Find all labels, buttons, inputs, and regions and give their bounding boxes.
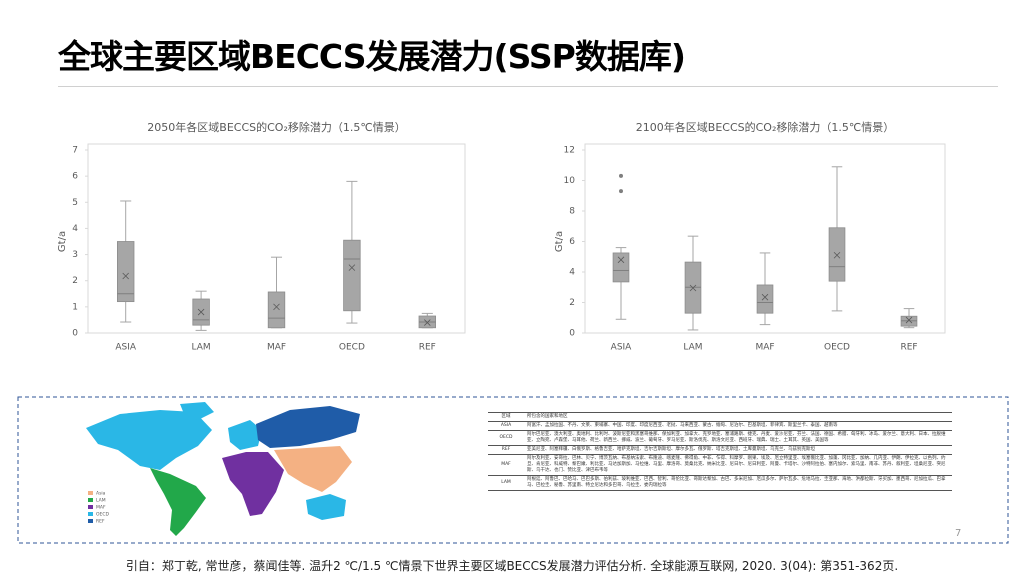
legend-label: MAF <box>96 505 106 511</box>
x-tick-label: LAM <box>192 343 211 353</box>
mean-marker <box>905 316 913 324</box>
mean-marker <box>833 251 841 259</box>
map-oecd-eu <box>228 420 262 450</box>
y-tick-label: 8 <box>569 207 575 217</box>
map-greenland <box>180 402 214 420</box>
table-row: REF 亚美尼亚、阿塞拜疆、白俄罗斯、格鲁吉亚、哈萨克斯坦、吉尔吉斯斯坦、摩尔多瓦… <box>488 445 952 455</box>
table-row: LAM 阿根廷、阿鲁巴、巴哈马、巴巴多斯、伯利兹、玻利维亚、巴西、智利、哥伦比亚、… <box>488 475 952 491</box>
header-row: 区域 所包含的国家和地区 <box>488 412 952 422</box>
header-cell: 所包含的国家和地区 <box>524 412 952 422</box>
mean-marker <box>122 272 129 280</box>
page-number: 7 <box>955 528 962 539</box>
table-row: MAF 阿尔及利亚、安哥拉、巴林、贝宁、博茨瓦纳、布基纳法索、布隆迪、喀麦隆、佛得… <box>488 454 952 476</box>
chart-title: 2050年各区域BECCS的CO₂移除潜力（1.5℃情景） <box>147 120 405 134</box>
plot-frame <box>87 143 466 334</box>
table-cell: 亚美尼亚、阿塞拜疆、白俄罗斯、格鲁吉亚、哈萨克斯坦、吉尔吉斯斯坦、摩尔多瓦、俄罗… <box>524 445 952 455</box>
mean-marker <box>197 308 205 316</box>
mean-marker <box>689 284 697 292</box>
y-tick-label: 5 <box>72 198 78 208</box>
map-ref <box>256 406 360 448</box>
box <box>756 284 774 314</box>
table-row: ASIA 阿富汗、孟加拉国、不丹、文莱、柬埔寨、中国、印度、印度尼西亚、老挝、马来… <box>488 421 952 431</box>
y-tick-label: 3 <box>72 250 78 260</box>
y-tick-label: 7 <box>72 146 78 156</box>
legend-swatch <box>88 491 93 495</box>
map-oecd-na <box>86 410 212 470</box>
y-tick-label: 0 <box>72 329 78 339</box>
table-cell: MAF <box>488 454 524 476</box>
table: 区域 所包含的国家和地区 ASIA 阿富汗、孟加拉国、不丹、文莱、柬埔寨、中国、印度、… <box>488 412 952 491</box>
box <box>267 291 286 329</box>
legend-swatch <box>88 498 93 502</box>
y-axis-label: Gt/a <box>554 231 565 252</box>
y-tick-label: 4 <box>569 268 575 278</box>
y-tick-label: 0 <box>569 329 575 339</box>
table-row: OECD 阿尔巴尼亚、澳大利亚、奥地利、比利时、波斯尼亚和黑塞哥维那、保加利亚、加… <box>488 430 952 446</box>
box <box>343 239 361 312</box>
legend-label: REF <box>96 519 105 525</box>
mean-marker <box>348 264 356 271</box>
box <box>612 252 630 283</box>
title-rule <box>58 86 998 87</box>
legend-swatch <box>88 519 93 523</box>
outlier <box>619 173 623 178</box>
legend-label: OECD <box>96 512 110 518</box>
table-cell: LAM <box>488 475 524 491</box>
plot-frame <box>584 143 946 334</box>
y-tick-label: 6 <box>72 172 78 182</box>
world-map <box>86 402 360 536</box>
region-table: 区域 所包含的国家和地区 ASIA 阿富汗、孟加拉国、不丹、文莱、柬埔寨、中国、印度、… <box>488 412 952 491</box>
map-asia <box>274 446 352 492</box>
x-tick-label: REF <box>900 343 917 353</box>
y-tick-label: 4 <box>72 224 78 234</box>
legend-swatch <box>88 512 93 516</box>
table-cell: 阿根廷、阿鲁巴、巴哈马、巴巴多斯、伯利兹、玻利维亚、巴西、智利、哥伦比亚、哥斯达… <box>524 475 952 491</box>
table-cell: ASIA <box>488 421 524 431</box>
y-tick-label: 1 <box>72 302 78 312</box>
box <box>828 227 846 282</box>
table-cell: REF <box>488 445 524 455</box>
mean-marker <box>424 319 431 326</box>
y-tick-label: 6 <box>569 237 575 247</box>
x-tick-label: LAM <box>683 343 702 353</box>
slide-title: 全球主要区域BECCS发展潜力(SSP数据库) <box>58 37 686 76</box>
mean-marker <box>273 303 280 311</box>
mean-marker <box>761 293 769 301</box>
x-tick-label: OECD <box>824 343 850 353</box>
y-tick-label: 2 <box>569 298 575 308</box>
outlier <box>619 189 623 194</box>
x-tick-label: MAF <box>755 343 774 353</box>
box <box>117 241 135 303</box>
y-tick-label: 12 <box>564 146 575 156</box>
legend-swatch <box>88 505 93 509</box>
header-cell: 区域 <box>488 412 524 422</box>
table-cell: OECD <box>488 430 524 446</box>
dashed-frame <box>17 396 1009 544</box>
mean-marker <box>617 256 625 264</box>
x-tick-label: ASIA <box>115 343 137 353</box>
y-tick-label: 2 <box>72 276 78 286</box>
citation: 引自：郑丁乾, 常世彦，蔡闻佳等. 温升2 ℃/1.5 ℃情景下世界主要区域BE… <box>125 559 899 573</box>
map-oecd-au <box>306 494 346 520</box>
x-tick-label: ASIA <box>611 343 633 353</box>
table-cell: 阿尔巴尼亚、澳大利亚、奥地利、比利时、波斯尼亚和黑塞哥维那、保加利亚、加拿大、克… <box>524 430 952 446</box>
map-maf <box>222 452 284 516</box>
legend-label: Asia <box>96 491 106 497</box>
x-tick-label: MAF <box>267 343 286 353</box>
table-cell: 阿尔及利亚、安哥拉、巴林、贝宁、博茨瓦纳、布基纳法索、布隆迪、喀麦隆、佛得角、中… <box>524 454 952 476</box>
y-tick-label: 10 <box>564 176 576 186</box>
map-lam <box>150 468 206 536</box>
chart-title: 2100年各区域BECCS的CO₂移除潜力（1.5℃情景） <box>636 120 894 134</box>
x-tick-label: OECD <box>339 343 365 353</box>
y-axis-label: Gt/a <box>57 231 68 252</box>
x-tick-label: REF <box>419 343 436 353</box>
table-cell: 阿富汗、孟加拉国、不丹、文莱、柬埔寨、中国、印度、印度尼西亚、老挝、马来西亚、蒙… <box>524 421 952 431</box>
legend-label: LAM <box>96 498 106 504</box>
